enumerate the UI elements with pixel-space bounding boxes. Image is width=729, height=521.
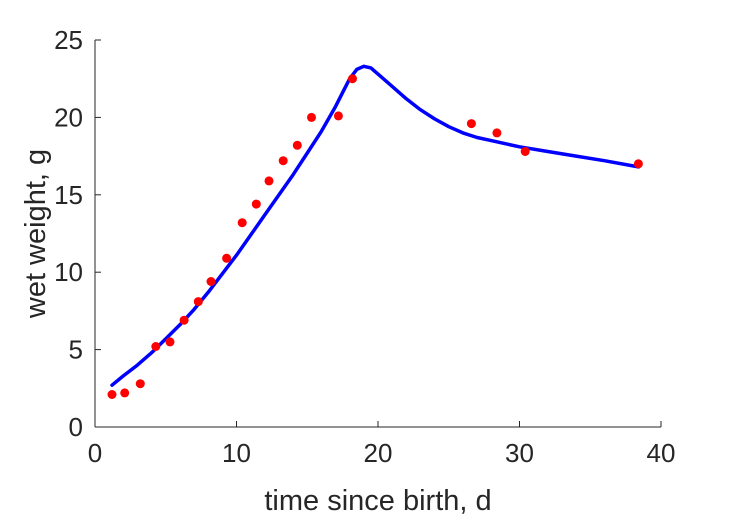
data-point: [151, 342, 161, 351]
data-point: [193, 297, 203, 307]
data-point: [520, 147, 530, 156]
y-axis-label: wet weight, g: [20, 149, 52, 319]
data-point: [466, 119, 476, 129]
data-point: [222, 253, 232, 263]
y-tick-label: 5: [69, 335, 83, 365]
y-tick-label: 20: [54, 102, 83, 132]
data-point: [237, 218, 247, 228]
data-point: [633, 159, 643, 169]
series-layer: [107, 64, 643, 399]
data-point: [107, 390, 117, 399]
x-tick-label: 10: [222, 438, 251, 468]
x-axis-label: time since birth, d: [264, 485, 491, 517]
x-tick-label: 30: [505, 438, 534, 468]
data-point: [165, 337, 175, 347]
data-point: [179, 315, 189, 325]
data-point: [264, 176, 274, 186]
x-tick-label: 20: [364, 438, 393, 468]
x-tick-label: 40: [647, 438, 676, 468]
y-tick-label: 25: [54, 25, 83, 55]
x-ticks: 0 10 20 30 40: [88, 421, 676, 468]
data-point: [307, 112, 316, 122]
y-tick-label: 15: [54, 180, 83, 210]
y-ticks: 0 5 10 15 20 25: [54, 25, 101, 442]
x-tick-label: 0: [88, 438, 102, 468]
data-point: [135, 379, 145, 389]
data-point: [206, 277, 216, 286]
data-point: [251, 199, 261, 209]
y-tick-label: 10: [54, 257, 83, 287]
data-point: [333, 111, 343, 121]
data-point: [492, 128, 502, 138]
y-tick-label: 0: [69, 412, 83, 442]
axes: 0 10 20 30 40 0 5 10 15 20 25: [54, 25, 675, 468]
fit-curve: [110, 64, 641, 387]
data-point: [348, 74, 357, 84]
data-point: [120, 388, 130, 398]
data-point: [292, 140, 302, 150]
data-point: [278, 156, 288, 166]
